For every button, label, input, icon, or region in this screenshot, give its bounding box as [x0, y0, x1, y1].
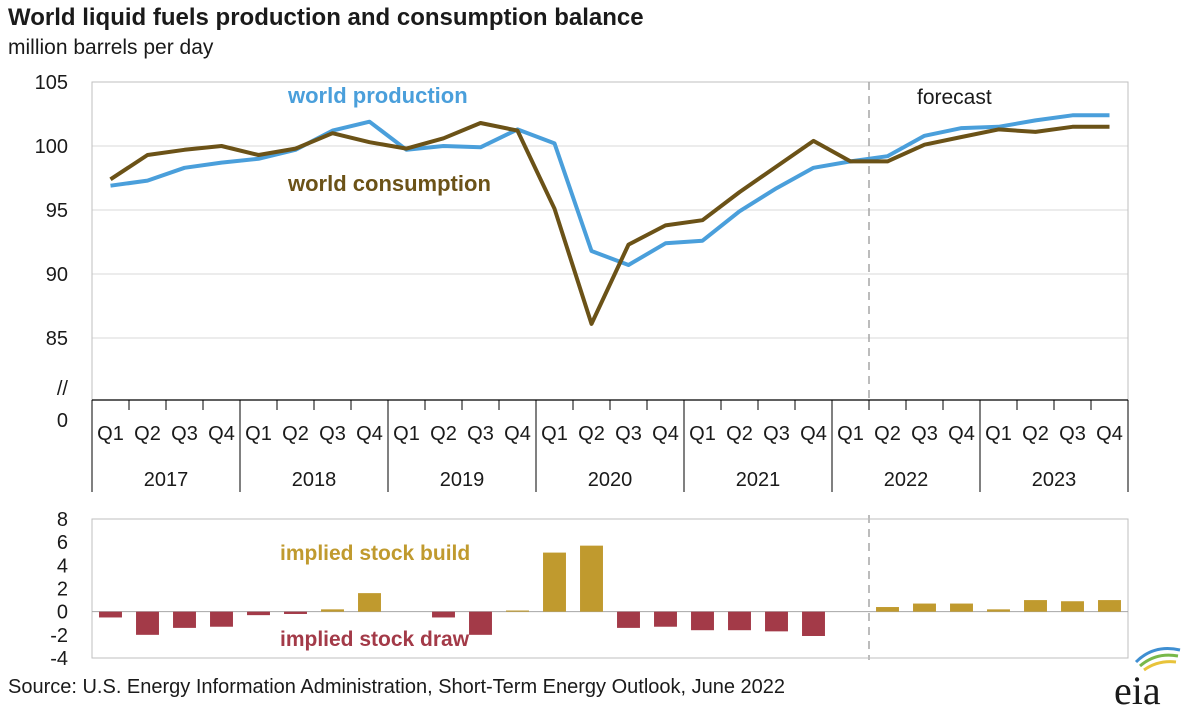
x-tick-label: Q2 — [578, 423, 605, 445]
forecast-label: forecast — [917, 86, 992, 109]
y-tick-label: -2 — [50, 625, 68, 647]
y-tick-label: -4 — [50, 648, 68, 670]
x-tick-label: Q1 — [97, 423, 124, 445]
x-tick-label: Q2 — [1022, 423, 1049, 445]
x-tick-label: Q1 — [985, 423, 1012, 445]
y-tick-label: 8 — [57, 509, 68, 531]
x-tick-label: Q3 — [763, 423, 790, 445]
x-tick-label: Q2 — [282, 423, 309, 445]
x-tick-label: Q4 — [356, 423, 383, 445]
stock-bar — [802, 611, 825, 636]
y-tick-label: 100 — [35, 136, 68, 158]
stock-bar — [876, 607, 899, 612]
stock-bar — [913, 603, 936, 612]
series-lines — [109, 113, 1110, 326]
x-tick-label: Q4 — [800, 423, 827, 445]
year-label: 2021 — [736, 469, 781, 491]
y-tick-label: 0 — [57, 602, 68, 624]
forecast-divider: forecast — [868, 82, 992, 660]
draw-label: implied stock draw — [280, 628, 470, 651]
series-labels: world production world consumption — [287, 83, 491, 196]
stock-bar — [987, 609, 1010, 612]
y-tick-label: 95 — [46, 200, 68, 222]
stock-bar — [284, 611, 307, 614]
stock-bar — [247, 611, 270, 616]
stock-bar — [136, 611, 159, 635]
x-tick-label: Q4 — [504, 423, 531, 445]
stock-bar — [358, 593, 381, 612]
x-tick-label: Q4 — [208, 423, 235, 445]
y-tick-label: 6 — [57, 532, 68, 554]
y-tick-label: 4 — [57, 555, 68, 577]
y-tick-label: // — [57, 378, 69, 400]
chart-subtitle: million barrels per day — [8, 36, 214, 59]
production-label: world production — [287, 83, 468, 108]
year-label: 2017 — [144, 469, 189, 491]
upper-y-ticks: 105 100 95 90 85 // 0 — [35, 72, 69, 432]
year-label: 2019 — [440, 469, 485, 491]
stock-bar — [99, 611, 122, 618]
stock-bar — [950, 603, 973, 612]
stock-bar — [543, 552, 566, 612]
stock-bar — [1061, 601, 1084, 612]
source-note: Source: U.S. Energy Information Administ… — [8, 676, 786, 698]
x-tick-label: Q2 — [874, 423, 901, 445]
x-tick-label: Q1 — [245, 423, 272, 445]
lower-plot-border — [91, 518, 1129, 659]
year-label: 2020 — [588, 469, 633, 491]
lower-frame — [91, 518, 1129, 659]
stock-bar — [506, 610, 529, 612]
build-label: implied stock build — [280, 542, 470, 565]
stock-bar — [210, 611, 233, 627]
y-tick-label: 2 — [57, 579, 68, 601]
x-tick-label: Q3 — [615, 423, 642, 445]
stock-bar — [432, 611, 455, 618]
stock-bar — [580, 545, 603, 612]
stock-bars — [99, 545, 1121, 636]
stock-bar — [1098, 600, 1121, 612]
stock-bar — [691, 611, 714, 631]
y-tick-label: 90 — [46, 264, 68, 286]
stock-bar — [617, 611, 640, 628]
eia-logo: eia — [1114, 647, 1181, 710]
year-label: 2018 — [292, 469, 337, 491]
y-tick-label: 85 — [46, 328, 68, 350]
stock-bar — [173, 611, 196, 628]
y-tick-label: 0 — [57, 410, 68, 432]
x-tick-label: Q3 — [319, 423, 346, 445]
year-label: 2022 — [884, 469, 929, 491]
x-tick-label: Q4 — [948, 423, 975, 445]
x-tick-label: Q2 — [726, 423, 753, 445]
x-tick-label: Q4 — [1096, 423, 1123, 445]
x-tick-label: Q2 — [430, 423, 457, 445]
consumption-label: world consumption — [287, 171, 491, 196]
x-tick-label: Q3 — [911, 423, 938, 445]
x-tick-label: Q4 — [652, 423, 679, 445]
consumption-line — [109, 121, 1110, 326]
x-tick-label: Q3 — [171, 423, 198, 445]
x-tick-label: Q1 — [393, 423, 420, 445]
stock-bar — [728, 611, 751, 631]
y-tick-label: 105 — [35, 72, 68, 94]
production-line — [110, 113, 1110, 267]
upper-grid — [92, 145, 1128, 339]
stock-bar — [1024, 600, 1047, 612]
x-tick-label: Q3 — [1059, 423, 1086, 445]
x-tick-label: Q1 — [689, 423, 716, 445]
year-label: 2023 — [1032, 469, 1077, 491]
stock-bar — [321, 609, 344, 612]
x-tick-label: Q1 — [837, 423, 864, 445]
stock-bar — [469, 611, 492, 635]
x-tick-label: Q2 — [134, 423, 161, 445]
chart-title: World liquid fuels production and consum… — [8, 4, 644, 31]
x-tick-label: Q3 — [467, 423, 494, 445]
x-tick-label: Q1 — [541, 423, 568, 445]
stock-bar — [765, 611, 788, 632]
bar-labels: implied stock build implied stock draw — [280, 542, 470, 651]
stock-bar — [654, 611, 677, 627]
x-axis: Q1 Q2 Q3 Q4 Q1 Q2 Q3 Q4 Q1 Q2 Q3 Q4 Q1 Q2 Q3 Q4 Q1 Q2 Q3 Q4… — [91, 399, 1129, 492]
eia-logo-text: eia — [1114, 668, 1161, 710]
